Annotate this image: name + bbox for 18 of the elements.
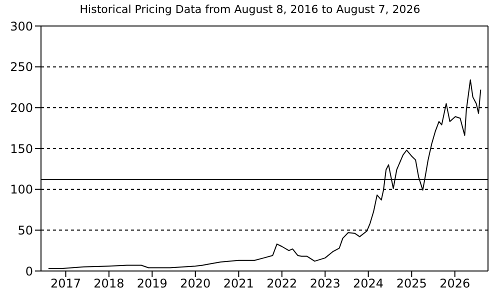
y-tick-label: 50 (18, 223, 33, 238)
y-tick-label: 0 (25, 264, 33, 278)
x-tick-label: 2021 (223, 276, 254, 291)
x-tick-label: 2026 (440, 276, 470, 291)
x-tick-label: 2018 (94, 276, 124, 291)
chart-title: Historical Pricing Data from August 8, 2016 to August 7, 2026 (78, 3, 422, 16)
y-tick-label: 250 (10, 60, 33, 74)
x-tick-label: 2019 (136, 276, 168, 291)
y-tick-label: 200 (10, 100, 33, 115)
x-tick-label: 2024 (353, 276, 384, 291)
y-tick-label: 100 (10, 182, 33, 197)
x-tick-label: 2022 (266, 276, 298, 291)
y-tick-label: 150 (10, 142, 33, 156)
x-tick-label: 2023 (310, 276, 340, 291)
x-tick-label: 2025 (396, 276, 427, 291)
x-tick-label: 2020 (180, 276, 211, 291)
x-tick-label: 2017 (50, 276, 82, 291)
y-tick-label: 300 (10, 19, 33, 34)
